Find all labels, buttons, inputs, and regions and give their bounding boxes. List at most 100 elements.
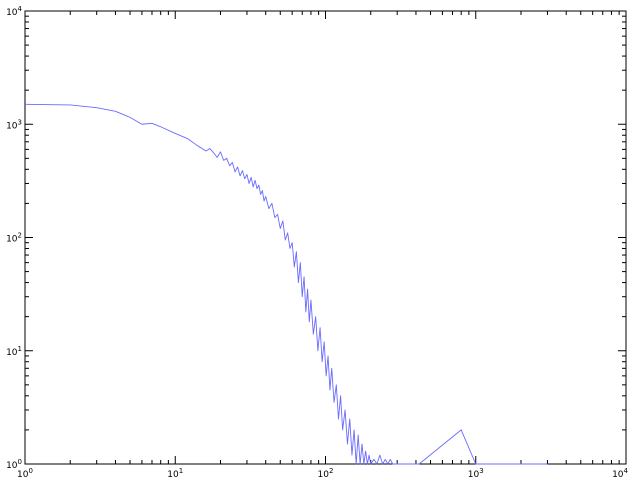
data-point: [271, 203, 272, 204]
data-point: [253, 186, 254, 187]
data-point: [354, 429, 355, 430]
data-point: [294, 266, 295, 267]
data-point: [96, 107, 97, 108]
data-point: [362, 444, 363, 445]
data-point: [349, 418, 350, 419]
x-tick-label: 102: [318, 467, 334, 480]
data-point: [205, 151, 206, 152]
y-tick-label: 102: [6, 232, 22, 245]
data-point: [351, 455, 352, 456]
data-point: [249, 183, 250, 184]
x-tick-label: 100: [17, 467, 33, 480]
data-point: [296, 251, 297, 252]
data-point: [363, 464, 364, 465]
data-point: [70, 104, 71, 105]
data-point: [285, 240, 286, 241]
data-point: [25, 104, 26, 105]
data-point: [197, 145, 198, 146]
data-point: [240, 175, 241, 176]
data-point: [520, 464, 521, 465]
data-point: [409, 464, 410, 465]
data-point: [385, 459, 386, 460]
data-point: [223, 160, 224, 161]
data-point: [376, 464, 377, 465]
data-point: [392, 464, 393, 465]
data-point: [367, 464, 368, 465]
axis-tick-labels: 100 101 102 103 104 100 101 102 103 104: [6, 5, 628, 480]
data-point: [229, 165, 230, 166]
data-point: [280, 228, 281, 229]
plot-area: [24, 10, 627, 465]
x-tick-label: 101: [167, 467, 183, 480]
data-point: [394, 464, 395, 465]
data-point: [415, 464, 416, 465]
data-point: [255, 180, 256, 181]
data-point: [397, 464, 398, 465]
data-point: [213, 152, 214, 153]
data-point: [246, 174, 247, 175]
data-point: [419, 464, 420, 465]
y-tick-label: 101: [6, 345, 22, 358]
data-point: [317, 350, 318, 351]
data-point: [401, 464, 402, 465]
data-point: [356, 464, 357, 465]
data-point: [322, 361, 323, 362]
series-line: [24, 103, 548, 465]
data-point: [328, 355, 329, 356]
data-point: [277, 214, 278, 215]
data-point: [412, 464, 413, 465]
data-point: [329, 390, 330, 391]
data-point: [370, 464, 371, 465]
x-tick-label: 104: [612, 467, 628, 480]
data-point: [305, 311, 306, 312]
y-tick-label: 100: [6, 458, 22, 471]
data-point: [160, 126, 161, 127]
data-point: [244, 178, 245, 179]
x-tick-label: 103: [468, 467, 484, 480]
data-point: [345, 409, 346, 410]
data-point: [336, 384, 337, 385]
data-point: [338, 418, 339, 419]
data-point: [209, 148, 210, 149]
data-point: [274, 217, 275, 218]
data-point: [258, 185, 259, 186]
data-point: [347, 444, 348, 445]
data-point: [313, 334, 314, 335]
data-point: [235, 171, 236, 172]
data-point: [298, 282, 299, 283]
data-point: [342, 429, 343, 430]
axis-ticks: [24, 10, 627, 465]
data-point: [304, 276, 305, 277]
data-point: [232, 162, 233, 163]
data-point: [220, 151, 221, 152]
data-point: [287, 232, 288, 233]
data-point: [387, 464, 388, 465]
data-point: [360, 464, 361, 465]
data-point: [151, 123, 152, 124]
data-point: [115, 111, 116, 112]
data-point: [187, 138, 188, 139]
data-point: [390, 459, 391, 460]
data-point: [310, 300, 311, 301]
data-point: [358, 435, 359, 436]
data-point: [373, 459, 374, 460]
data-point: [379, 455, 380, 456]
data-point: [175, 133, 176, 134]
data-point: [300, 262, 301, 263]
data-point: [331, 368, 332, 369]
data-point: [141, 124, 142, 125]
data-point: [217, 157, 218, 158]
data-point: [309, 321, 310, 322]
data-point: [260, 194, 261, 195]
data-point: [262, 190, 263, 191]
data-point: [326, 375, 327, 376]
data-point: [130, 117, 131, 118]
data-point: [461, 429, 462, 430]
data-point: [334, 402, 335, 403]
data-point: [315, 316, 316, 317]
data-point: [369, 455, 370, 456]
data-point: [251, 177, 252, 178]
data-point: [307, 289, 308, 290]
y-tick-label: 103: [6, 118, 22, 131]
